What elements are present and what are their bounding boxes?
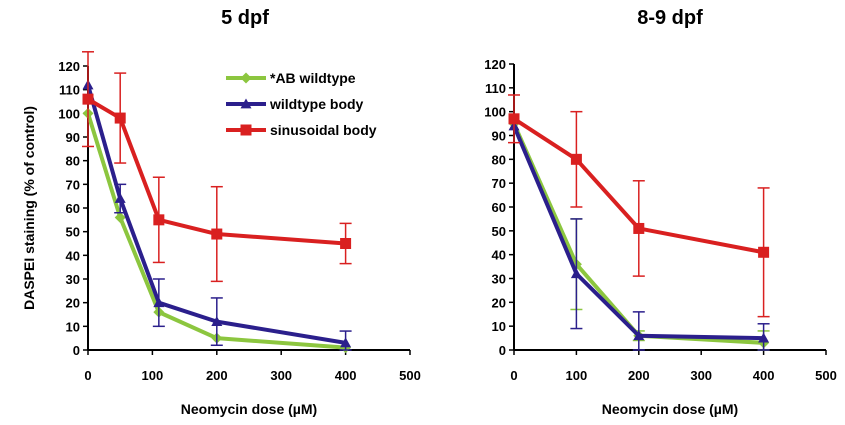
x-axis-label: Neomycin dose (µM) [602,401,738,417]
y-tick-label: 20 [492,295,506,310]
legend-label: wildtype body [269,96,364,112]
series-triangle [508,120,770,351]
y-tick-label: 70 [492,176,506,191]
legend-marker [240,72,252,84]
legend-label: *AB wildtype [270,70,356,86]
y-tick-label: 100 [484,105,506,120]
y-axis-label: DASPEI staining (% of control) [21,106,37,310]
data-point [340,337,352,348]
series-square [82,51,352,283]
y-tick-label: 80 [492,152,506,167]
y-tick-label: 0 [73,343,80,358]
data-point [508,113,520,125]
data-point [570,153,582,165]
x-tick-label: 0 [510,368,517,383]
x-tick-label: 400 [335,368,357,383]
series-line [512,125,764,341]
chart-panel-2: 8-9 dpf 0 10 20 30 40 50 60 70 80 90 100 110 120 0 100 2… [484,7,837,417]
y-tick-label: 20 [66,296,80,311]
y-tick-label: 50 [492,224,506,239]
data-point [758,332,770,343]
y-tick-label: 60 [492,200,506,215]
data-point [82,93,94,105]
y-tick-label: 120 [58,59,80,74]
x-tick-label: 100 [142,368,164,383]
legend-marker [240,98,252,109]
data-point [211,228,223,240]
x-tick-label: 300 [690,368,712,383]
y-tick-label: 40 [66,248,80,263]
series-line [512,122,764,345]
x-tick-label: 0 [84,368,91,383]
x-tick-label: 300 [270,368,292,383]
data-point [758,246,770,258]
legend-marker [240,124,252,136]
y-tick-label: 50 [66,225,80,240]
y-tick-label: 90 [492,129,506,144]
y-tick-label: 10 [492,319,506,334]
chart-title: 5 dpf [221,7,269,29]
data-point [633,330,645,341]
y-tick-label: 90 [66,130,80,145]
y-tick-label: 40 [492,248,506,263]
y-tick-label: 30 [66,272,80,287]
y-tick-label: 10 [66,319,80,334]
x-tick-label: 400 [753,368,775,383]
y-tick-label: 80 [66,154,80,169]
legend-label: sinusoidal body [270,122,377,138]
y-tick-label: 70 [66,177,80,192]
data-point [570,268,582,279]
data-point [633,222,645,234]
data-point [211,316,223,326]
series-line [512,117,764,255]
y-tick-label: 100 [58,106,80,121]
y-tick-label: 110 [59,83,80,98]
series-square [508,94,770,318]
y-tick-label: 30 [492,272,506,287]
x-axis-label: Neomycin dose (µM) [181,401,317,417]
x-tick-label: 200 [628,368,650,383]
data-point [153,297,165,308]
chart-title: 8-9 dpf [637,7,703,29]
y-tick-label: 60 [66,201,80,216]
data-point [114,211,126,223]
legend: *AB wildtype wildtype body sinusoidal body [226,70,377,138]
x-tick-label: 100 [566,368,588,383]
data-point [114,112,126,124]
series-triangle [82,79,352,351]
y-tick-label: 120 [484,57,506,72]
y-tick-label: 110 [485,81,506,96]
x-tick-label: 200 [206,368,228,383]
data-point [340,238,352,249]
y-tick-label: 0 [499,343,506,358]
chart-panel-1: 5 dpf 0 10 20 30 40 50 60 70 80 90 100 110 120 0 100 200… [21,7,421,417]
x-tick-label: 500 [815,368,837,383]
data-point [114,193,126,203]
x-tick-label: 500 [399,368,421,383]
data-point [153,214,165,226]
